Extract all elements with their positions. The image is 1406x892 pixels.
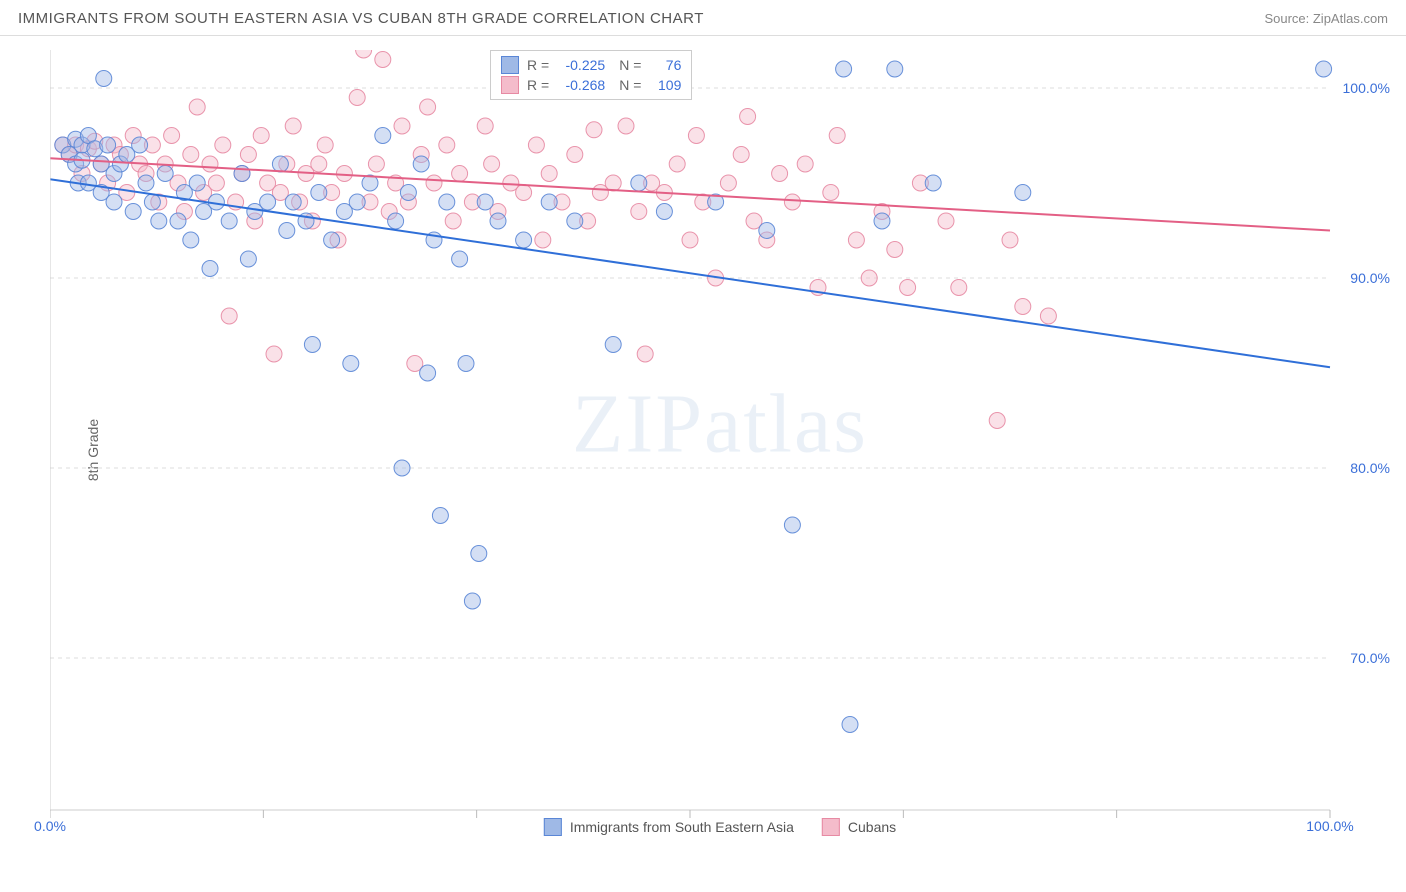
- bottom-legend-item: Cubans: [822, 818, 896, 836]
- x-tick-label: 0.0%: [34, 818, 66, 834]
- bottom-legend-label: Cubans: [848, 819, 896, 835]
- bottom-legend-label: Immigrants from South Eastern Asia: [570, 819, 794, 835]
- stat-n-label: N =: [619, 77, 641, 93]
- legend-swatch: [822, 818, 840, 836]
- legend-stat-row: R = -0.225 N = 76: [501, 55, 681, 75]
- source-label: Source: ZipAtlas.com: [1264, 11, 1388, 26]
- stat-n-value: 109: [647, 77, 681, 93]
- legend-stat-row: R = -0.268 N = 109: [501, 75, 681, 95]
- y-tick-label: 90.0%: [1350, 270, 1390, 286]
- title-bar: IMMIGRANTS FROM SOUTH EASTERN ASIA VS CU…: [0, 0, 1406, 36]
- bottom-legend-item: Immigrants from South Eastern Asia: [544, 818, 794, 836]
- legend-swatch: [501, 56, 519, 74]
- plot-container: 8th Grade ZIPatlas R =-0.225N =76R =-0.2…: [50, 50, 1390, 830]
- stat-n-value: 76: [647, 57, 681, 73]
- chart-title: IMMIGRANTS FROM SOUTH EASTERN ASIA VS CU…: [18, 10, 704, 27]
- bottom-legend: Immigrants from South Eastern Asia Cubans: [544, 818, 896, 836]
- legend-swatch: [544, 818, 562, 836]
- legend-stats: R = -0.225 N = 76 R = -0.268 N = 109: [490, 50, 692, 100]
- legend-swatch: [501, 76, 519, 94]
- y-tick-label: 80.0%: [1350, 460, 1390, 476]
- y-tick-label: 100.0%: [1343, 80, 1390, 96]
- stat-r-value: -0.225: [555, 57, 605, 73]
- scatter-plot: [50, 50, 1390, 830]
- y-tick-label: 70.0%: [1350, 650, 1390, 666]
- stat-r-label: R =: [527, 57, 549, 73]
- x-tick-label: 100.0%: [1306, 818, 1353, 834]
- stat-r-label: R =: [527, 77, 549, 93]
- stat-r-value: -0.268: [555, 77, 605, 93]
- stat-n-label: N =: [619, 57, 641, 73]
